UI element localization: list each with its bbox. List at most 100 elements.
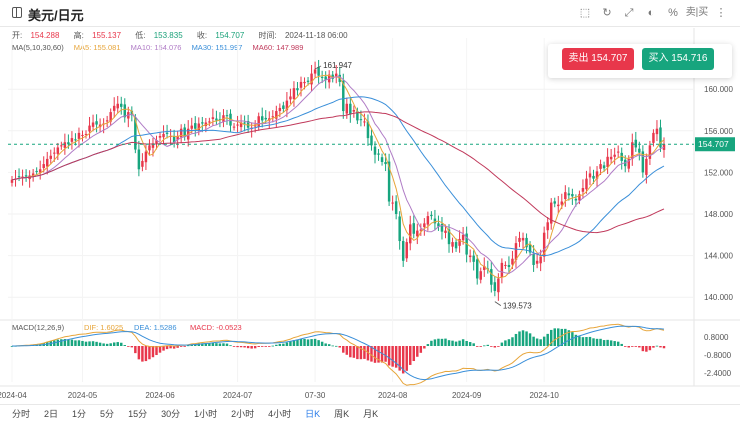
- candle-body: [63, 142, 67, 148]
- macd-bar: [296, 339, 299, 346]
- macd-bar: [327, 344, 331, 346]
- macd-bar: [564, 328, 567, 346]
- macd-bar: [521, 330, 525, 346]
- candle-body: [151, 143, 155, 148]
- percent-icon[interactable]: %: [668, 7, 678, 19]
- candle-body: [447, 229, 451, 245]
- high-value: 155.137: [92, 31, 122, 40]
- period-tab[interactable]: 1小时: [194, 409, 218, 419]
- macd-bar: [507, 339, 511, 346]
- macd-bar: [486, 344, 490, 346]
- candle-body: [194, 123, 197, 129]
- sell-button[interactable]: 卖出 154.707: [562, 48, 634, 70]
- candle-body: [490, 269, 493, 285]
- macd-bar: [490, 346, 493, 347]
- candle-body: [289, 96, 292, 100]
- candle-body: [10, 179, 14, 183]
- macd-bar: [84, 341, 88, 346]
- macd-bar: [380, 346, 384, 363]
- candle-body: [60, 145, 63, 147]
- candle-body: [35, 170, 38, 172]
- candle-body: [616, 151, 620, 153]
- macd-bar: [588, 336, 592, 346]
- candle-body: [588, 173, 592, 178]
- macd-bar: [320, 341, 324, 346]
- macd-bar: [264, 346, 267, 347]
- period-tab[interactable]: 月K: [363, 409, 379, 419]
- candle-body: [363, 121, 366, 123]
- trade-icon[interactable]: 卖|买: [685, 7, 709, 18]
- candle-body: [296, 88, 299, 91]
- period-tab[interactable]: 2小时: [231, 409, 255, 419]
- candle-body: [652, 132, 655, 143]
- macd-bar: [169, 346, 172, 349]
- macd-bar: [338, 346, 341, 348]
- macd-bar: [504, 340, 507, 346]
- period-tab[interactable]: 周K: [334, 409, 350, 419]
- refresh-icon[interactable]: ↻: [602, 7, 612, 19]
- candlestick-chart[interactable]: 160.000 156.000 152.000 148.000 144.000 140.0…: [0, 0, 740, 404]
- more-icon[interactable]: ⋮: [715, 7, 727, 19]
- macd-bar: [405, 346, 408, 371]
- period-tab[interactable]: 15分: [128, 409, 148, 419]
- period-tab[interactable]: 30分: [161, 409, 181, 419]
- macd-bar: [91, 341, 95, 346]
- macd-bar: [437, 338, 440, 346]
- macd-tick-label: -0.8000: [704, 351, 732, 360]
- macd-bar: [532, 336, 535, 346]
- macd-bar: [317, 340, 320, 346]
- candle-body: [211, 117, 215, 119]
- candle-body: [130, 110, 134, 116]
- candle-body: [384, 162, 387, 165]
- macd-bar: [352, 346, 356, 358]
- macd-bar: [148, 346, 151, 360]
- last-price-label: 154.707: [698, 139, 729, 149]
- macd-bar: [232, 346, 236, 347]
- candle-body: [387, 161, 391, 202]
- candle-body: [451, 242, 454, 247]
- candle-body: [158, 136, 162, 138]
- period-tabs: 分时 2日 1分 5分 15分 30分 1小时 2小时 4小时 日K 周K 月K: [0, 404, 740, 424]
- macd-value-label: MACD: -0.0523: [190, 323, 242, 332]
- macd-bar: [370, 346, 373, 362]
- candle-body: [483, 266, 486, 270]
- period-tab[interactable]: 1分: [72, 409, 87, 419]
- macd-bar: [268, 346, 271, 347]
- y-tick-label: 140.000: [704, 293, 733, 302]
- macd-bar: [416, 346, 419, 357]
- fullscreen-icon[interactable]: ⤢: [624, 7, 634, 19]
- candle-body: [356, 111, 359, 121]
- palette-icon[interactable]: ◐: [647, 7, 655, 19]
- x-tick-label: 2024-04: [0, 391, 27, 400]
- macd-bar: [158, 346, 162, 353]
- ma5-label: MA5: 155.081: [73, 43, 121, 52]
- period-tab-active[interactable]: 日K: [305, 409, 321, 419]
- y-tick-label: 144.000: [704, 252, 733, 261]
- macd-bar: [151, 346, 155, 358]
- buy-button[interactable]: 买入 154.716: [642, 48, 714, 70]
- candle-body: [95, 121, 98, 125]
- macd-bar: [165, 346, 169, 350]
- macd-bar: [373, 346, 377, 363]
- candle-body: [49, 155, 53, 159]
- candle-body: [504, 264, 507, 266]
- macd-bar: [194, 344, 197, 346]
- candle-body: [345, 103, 349, 114]
- macd-bar: [535, 338, 539, 346]
- macd-bar: [553, 328, 556, 346]
- macd-bar: [95, 341, 98, 346]
- dea-line: [12, 325, 665, 381]
- macd-bar: [120, 342, 123, 346]
- candle-body: [123, 104, 127, 118]
- candle-body: [518, 237, 521, 242]
- crop-icon[interactable]: ⬚: [579, 7, 591, 19]
- candle-body: [162, 133, 165, 138]
- period-tab[interactable]: 4小时: [268, 409, 292, 419]
- macd-bar: [155, 346, 158, 356]
- candle-body: [659, 127, 662, 148]
- period-tab[interactable]: 2日: [44, 409, 59, 419]
- period-tab[interactable]: 5分: [100, 409, 115, 419]
- macd-bar: [391, 346, 394, 367]
- macd-bar: [447, 340, 451, 346]
- period-tab[interactable]: 分时: [12, 409, 31, 419]
